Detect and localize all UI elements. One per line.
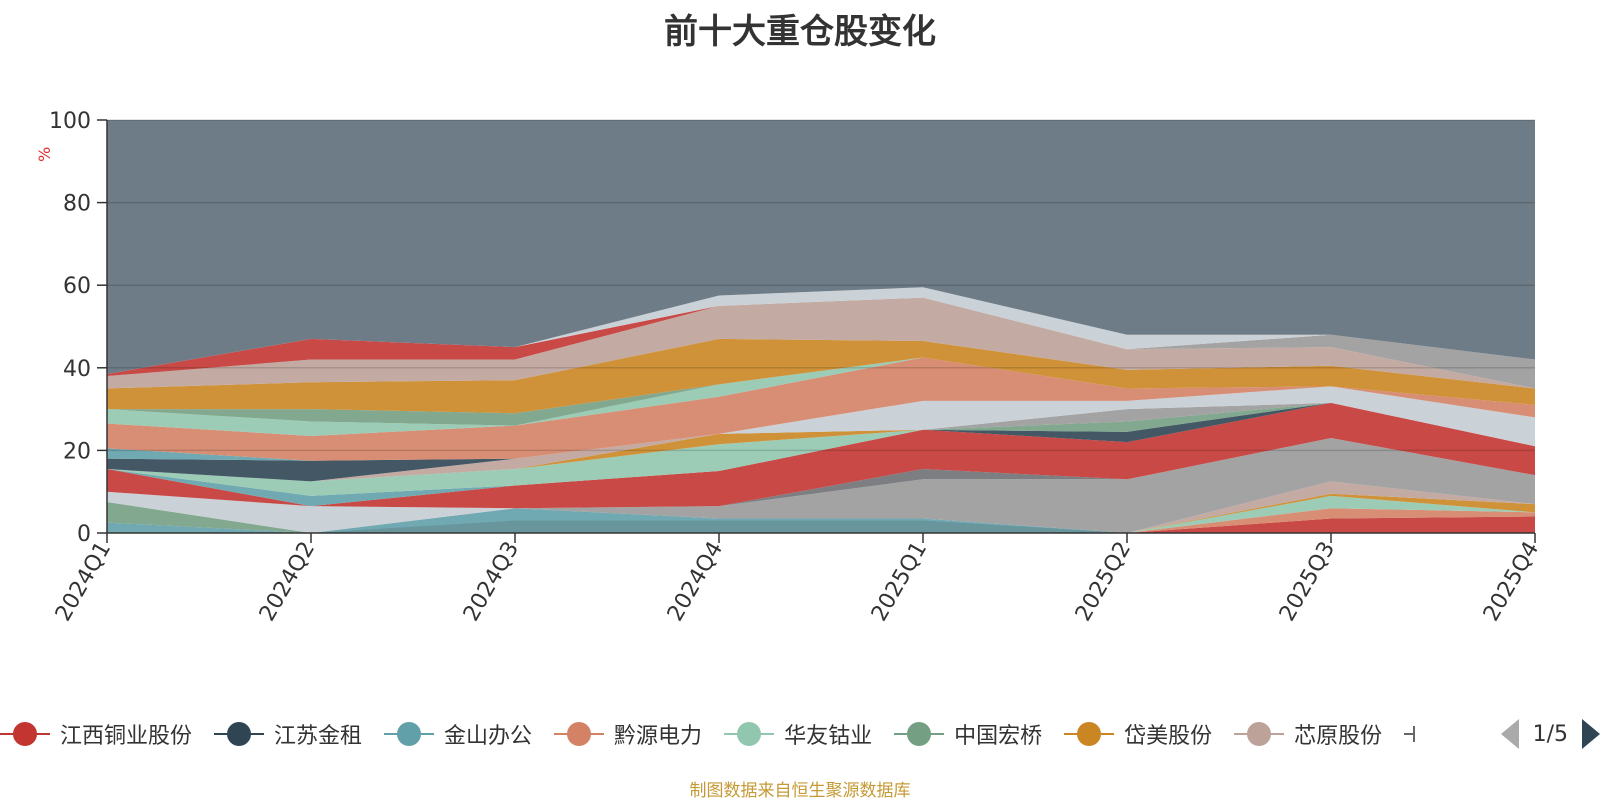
legend-next-arrow-icon[interactable]	[1582, 719, 1600, 749]
y-tick-label: 100	[49, 109, 91, 134]
legend-marker-icon	[214, 722, 265, 746]
area-band-28	[107, 297, 1535, 389]
legend-item[interactable]: 黔源电力	[554, 718, 702, 750]
x-tick-label: 2025Q1	[867, 538, 932, 626]
area-chart: 0 20 40 60 80 100 2024Q1 2024Q2 2024Q3 2024Q4 2025…	[35, 109, 1544, 626]
y-axis-unit: %	[35, 147, 54, 162]
legend-label: 芯原股份	[1294, 724, 1383, 749]
legend-label: 金山办公	[444, 724, 533, 749]
stacked-areas	[107, 120, 1535, 533]
legend-marker-icon	[0, 722, 50, 746]
legend-marker-icon	[384, 722, 435, 746]
source-footnote: 制图数据来自恒生聚源数据库	[689, 781, 911, 801]
legend: 江西铜业股份 江苏金租 金山办公 黔源电力 华友钴业 中国宏桥 岱美股份 芯原股份	[0, 714, 1600, 754]
legend-marker-icon	[894, 722, 945, 746]
legend-item[interactable]: 江苏金租	[214, 718, 362, 750]
area-band-21	[107, 402, 1535, 482]
area-band-11	[107, 438, 1535, 533]
area-band-9	[107, 481, 1535, 533]
area-band-15	[107, 402, 1535, 496]
x-tick-label: 2024Q3	[459, 538, 524, 626]
legend-label: 江西铜业股份	[60, 724, 193, 749]
y-tick-label: 0	[77, 522, 91, 547]
area-band-5	[107, 495, 1535, 533]
area-band-4	[107, 508, 1535, 533]
legend-label: 华友钴业	[784, 724, 873, 749]
legend-page-indicator: 1/5	[1532, 721, 1568, 747]
x-tick-label: 2025Q2	[1071, 538, 1136, 626]
legend-item[interactable]: 芯原股份	[1234, 718, 1382, 750]
area-band-6	[107, 493, 1535, 533]
legend-marker-icon	[1064, 722, 1115, 746]
legend-label: 中国宏桥	[954, 724, 1043, 749]
x-tick-label: 2025Q4	[1479, 538, 1544, 626]
area-band-8	[107, 481, 1535, 533]
area-band-22	[107, 386, 1535, 461]
area-band-13	[107, 402, 1535, 509]
y-tick-label: 40	[63, 357, 91, 382]
area-band-10	[107, 481, 1535, 533]
legend-item[interactable]: 江西铜业股份	[0, 718, 192, 750]
legend-label: 黔源电力	[614, 724, 703, 749]
chart-title: 前十大重仓股变化	[664, 12, 936, 52]
legend-truncated-marker-icon	[1404, 722, 1424, 746]
area-band-24	[107, 357, 1535, 461]
grid-lines	[107, 119, 1535, 452]
legend-item[interactable]: 金山办公	[384, 718, 532, 750]
legend-marker-icon	[554, 722, 605, 746]
legend-marker-icon	[1234, 722, 1285, 746]
legend-label: 江苏金租	[274, 724, 363, 749]
legend-marker-icon	[724, 722, 775, 746]
y-tick-label: 20	[63, 439, 91, 464]
x-tick-label: 2024Q2	[255, 538, 320, 626]
area-band-25	[107, 357, 1535, 436]
x-tick-label: 2024Q4	[663, 538, 728, 626]
x-tick-label: 2024Q1	[51, 538, 116, 626]
x-tick-label: 2025Q3	[1275, 538, 1340, 626]
legend-item[interactable]: 岱美股份	[1064, 718, 1212, 750]
area-band-29	[107, 297, 1535, 389]
area-band-17	[107, 402, 1535, 482]
area-band-27	[107, 338, 1535, 414]
legend-prev-arrow-icon[interactable]	[1500, 719, 1519, 749]
legend-label: 岱美股份	[1124, 724, 1213, 749]
area-band-32	[107, 120, 1535, 374]
y-tick-label: 80	[63, 192, 91, 217]
legend-item[interactable]: 华友钴业	[724, 718, 872, 750]
y-tick-label: 60	[63, 274, 91, 299]
area-band-30	[107, 297, 1535, 389]
legend-item[interactable]: 中国宏桥	[894, 718, 1042, 750]
legend-pager: 1/5	[1470, 714, 1600, 754]
